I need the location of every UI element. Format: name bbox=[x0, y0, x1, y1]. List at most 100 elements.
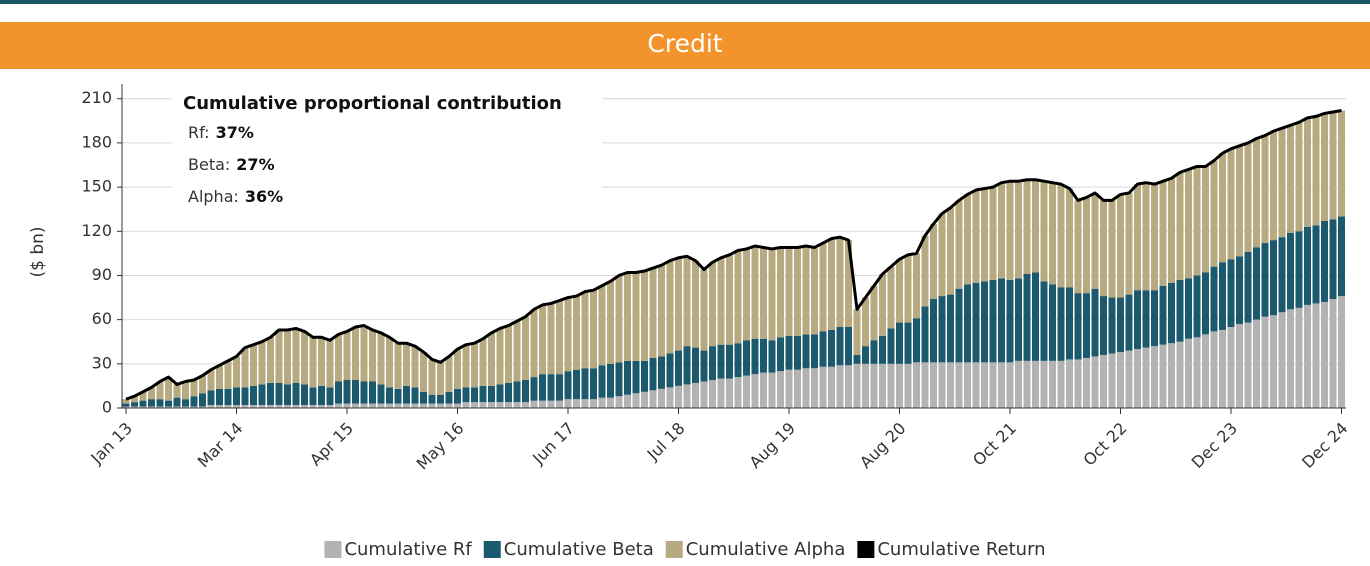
bar-segment bbox=[496, 328, 504, 385]
x-tick-label: Mar 14 bbox=[194, 419, 247, 472]
bar-segment bbox=[726, 378, 733, 408]
bar-segment bbox=[564, 371, 572, 400]
bar-segment bbox=[522, 402, 529, 408]
bar-segment bbox=[318, 385, 325, 406]
bar-segment bbox=[887, 328, 895, 364]
bar-segment bbox=[224, 388, 232, 406]
bar-segment bbox=[360, 381, 368, 404]
bar-segment bbox=[420, 391, 427, 404]
bar-segment bbox=[581, 399, 589, 408]
bar-segment bbox=[437, 362, 444, 395]
bar-segment bbox=[1185, 169, 1192, 279]
bar-segment bbox=[785, 335, 793, 370]
bar-segment bbox=[683, 346, 691, 385]
bar-segment bbox=[1210, 160, 1218, 267]
bar-segment bbox=[726, 254, 733, 345]
bar-segment bbox=[471, 343, 478, 388]
bar-segment bbox=[1006, 181, 1014, 280]
bar-segment bbox=[1066, 359, 1073, 408]
bar-segment bbox=[675, 257, 682, 351]
bar-segment bbox=[972, 362, 980, 408]
bar-segment bbox=[981, 281, 988, 363]
bar-segment bbox=[216, 405, 223, 408]
bar-segment bbox=[1117, 352, 1124, 408]
bar-segment bbox=[343, 403, 351, 408]
bar-segment bbox=[1193, 275, 1201, 338]
bar-segment bbox=[1236, 256, 1243, 325]
bar-segment bbox=[156, 406, 164, 408]
bar-segment bbox=[785, 369, 793, 408]
bar-segment bbox=[658, 388, 665, 408]
bar-segment bbox=[709, 346, 716, 381]
bar-segment bbox=[989, 362, 997, 408]
bar-segment bbox=[182, 399, 189, 407]
bar-segment bbox=[454, 388, 461, 404]
bar-segment bbox=[292, 328, 300, 383]
bar-segment bbox=[802, 246, 810, 335]
bar-segment bbox=[241, 387, 249, 406]
bar-segment bbox=[683, 256, 691, 347]
bar-segment bbox=[717, 378, 725, 408]
bar-segment bbox=[496, 402, 504, 408]
bar-segment bbox=[1125, 294, 1133, 351]
bar-segment bbox=[998, 182, 1005, 279]
bar-segment bbox=[275, 405, 283, 408]
bar-segment bbox=[870, 340, 878, 364]
bar-segment bbox=[573, 399, 580, 408]
legend-swatch bbox=[483, 541, 501, 558]
bar-segment bbox=[428, 394, 436, 404]
bar-segment bbox=[1304, 226, 1311, 305]
bar-segment bbox=[488, 385, 495, 403]
bar-segment bbox=[811, 368, 818, 408]
bar-segment bbox=[258, 341, 266, 385]
bar-segment bbox=[1074, 359, 1082, 408]
bar-segment bbox=[1261, 135, 1269, 244]
bar-segment bbox=[590, 399, 597, 408]
bar-segment bbox=[1049, 360, 1056, 408]
bar-segment bbox=[649, 390, 657, 408]
bar-segment bbox=[955, 362, 963, 408]
bar-segment bbox=[292, 382, 300, 406]
bar-segment bbox=[913, 362, 920, 408]
bar-segment bbox=[870, 363, 878, 408]
bar-segment bbox=[1040, 281, 1048, 361]
bar-segment bbox=[445, 403, 453, 408]
legend-label: Cumulative Beta bbox=[504, 539, 654, 560]
y-tick-label: 0 bbox=[102, 398, 112, 417]
bar-segment bbox=[870, 285, 878, 341]
bar-segment bbox=[207, 405, 215, 408]
bar-segment bbox=[139, 406, 147, 408]
bar-segment bbox=[938, 213, 946, 297]
bar-segment bbox=[700, 350, 708, 382]
bar-segment bbox=[224, 405, 232, 408]
bar-segment bbox=[403, 343, 410, 386]
bar-segment bbox=[649, 357, 657, 391]
bar-segment bbox=[1227, 148, 1235, 260]
bar-segment bbox=[335, 381, 342, 404]
bar-segment bbox=[539, 304, 546, 375]
bar-segment bbox=[811, 247, 818, 335]
bar-segment bbox=[615, 275, 623, 363]
bar-segment bbox=[777, 337, 784, 372]
bar-segment bbox=[284, 384, 291, 406]
bar-segment bbox=[836, 327, 844, 366]
bar-segment bbox=[454, 403, 461, 408]
bar-segment bbox=[369, 403, 376, 408]
annotation-value: 36% bbox=[245, 187, 283, 206]
bar-segment bbox=[462, 387, 470, 403]
bar-segment bbox=[462, 402, 470, 408]
bar-segment bbox=[267, 405, 274, 408]
bar-segment bbox=[1015, 360, 1022, 408]
bar-segment bbox=[199, 393, 206, 407]
bar-segment bbox=[156, 381, 164, 400]
bar-segment bbox=[148, 399, 155, 407]
y-tick-label: 60 bbox=[92, 309, 112, 328]
bar-segment bbox=[802, 368, 810, 408]
bar-segment bbox=[1219, 329, 1226, 408]
bar-segment bbox=[1049, 284, 1056, 361]
bar-segment bbox=[709, 262, 716, 347]
bar-segment bbox=[1006, 362, 1014, 408]
bar-segment bbox=[862, 346, 869, 364]
x-tick-label: Oct 21 bbox=[969, 419, 1020, 470]
